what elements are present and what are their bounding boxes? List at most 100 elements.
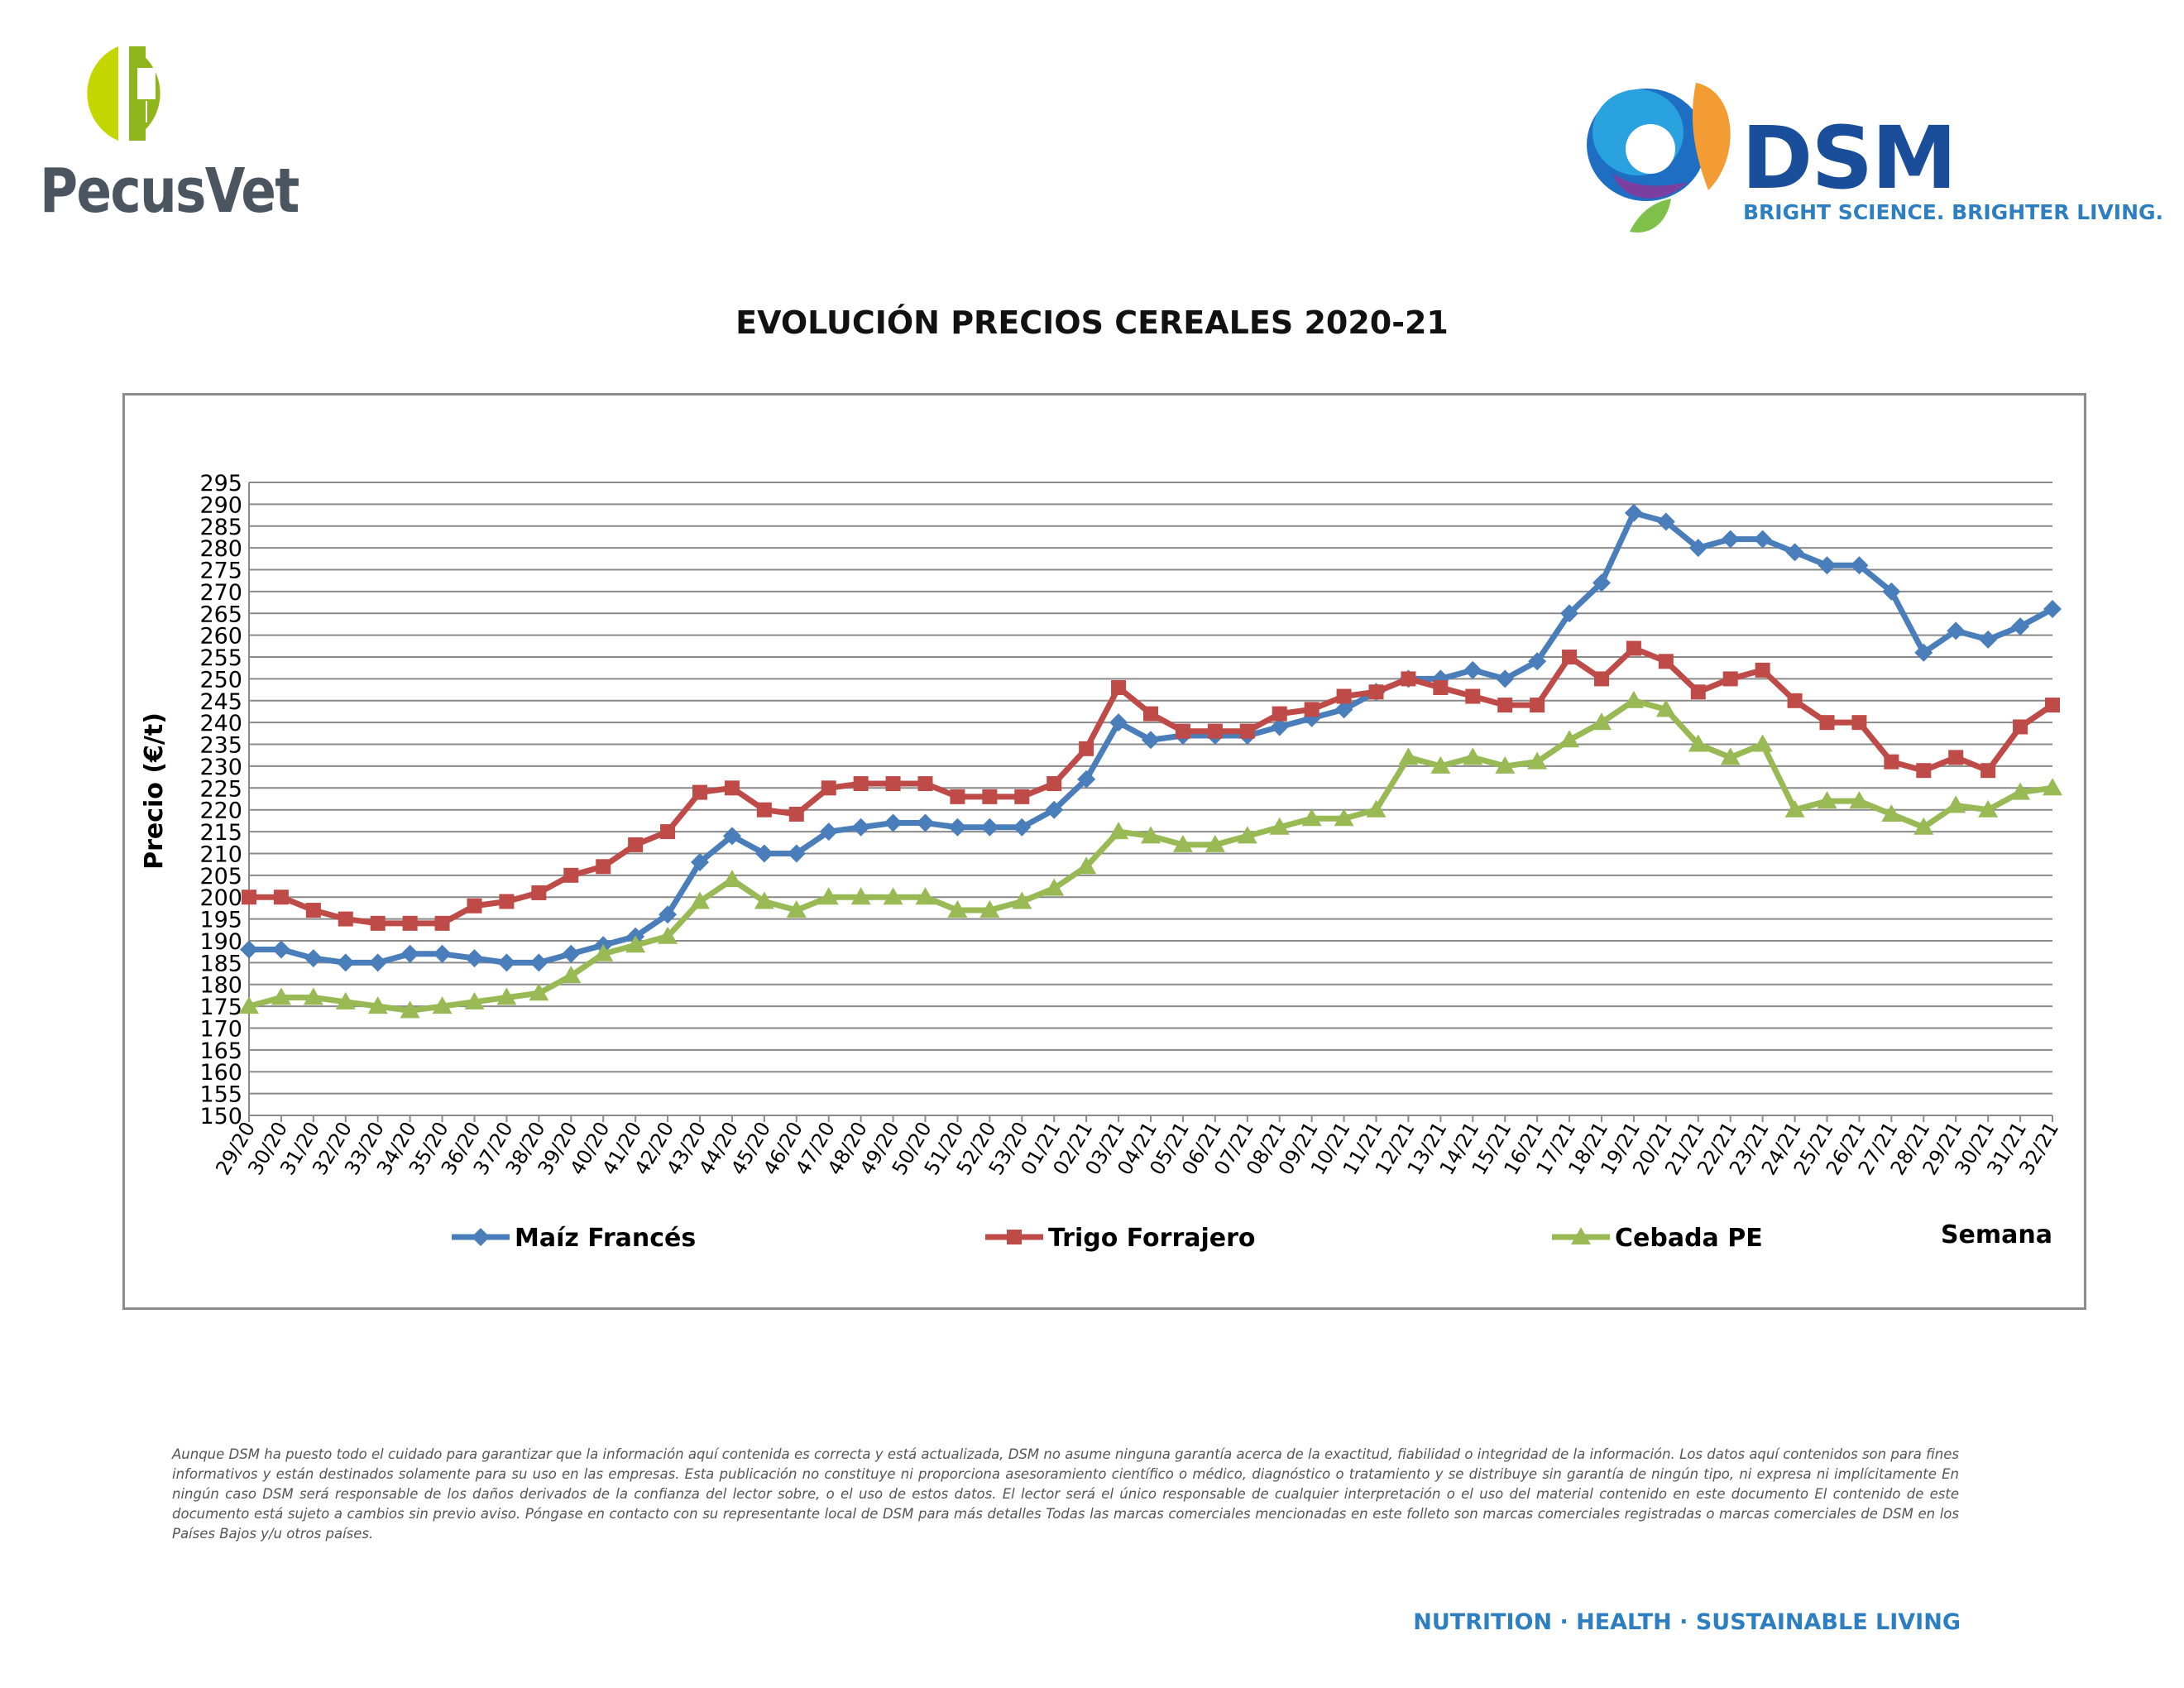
y-tick-label: 180 bbox=[199, 973, 242, 999]
data-point bbox=[1530, 698, 1545, 713]
data-point bbox=[1655, 699, 1676, 717]
data-point bbox=[1721, 530, 1740, 549]
data-point bbox=[658, 926, 678, 944]
data-point bbox=[1560, 604, 1579, 623]
data-point bbox=[1012, 891, 1032, 909]
data-point bbox=[1914, 643, 1933, 662]
data-point bbox=[305, 903, 321, 918]
data-point bbox=[1722, 671, 1738, 687]
data-point bbox=[1562, 650, 1578, 665]
data-point bbox=[1142, 731, 1160, 750]
data-point bbox=[1787, 693, 1803, 708]
data-point bbox=[496, 987, 517, 1005]
dsm-logo-icon bbox=[1587, 83, 1731, 233]
data-point bbox=[1882, 582, 1901, 601]
data-point bbox=[1623, 690, 1644, 708]
data-point bbox=[1172, 834, 1193, 852]
data-point bbox=[2045, 698, 2060, 713]
data-point bbox=[1079, 741, 1094, 756]
series-group bbox=[239, 503, 2062, 1019]
data-point bbox=[884, 813, 903, 832]
data-point bbox=[1109, 713, 1128, 732]
data-point bbox=[754, 891, 774, 909]
y-tick-label: 250 bbox=[199, 667, 242, 693]
data-point bbox=[1817, 791, 1837, 809]
data-point bbox=[821, 780, 836, 796]
y-tick-label: 235 bbox=[199, 733, 242, 759]
y-tick-label: 240 bbox=[199, 711, 242, 736]
data-point bbox=[1752, 734, 1773, 752]
data-point bbox=[2011, 617, 2030, 636]
data-point bbox=[1463, 660, 1482, 679]
data-point bbox=[531, 885, 547, 900]
data-point bbox=[1979, 630, 1998, 649]
data-point bbox=[1205, 834, 1225, 852]
data-point bbox=[1013, 818, 1032, 837]
y-tick-label: 280 bbox=[199, 536, 242, 562]
dsm-logo-name: DSM bbox=[1741, 108, 1957, 209]
data-point bbox=[271, 940, 290, 959]
data-point bbox=[1884, 754, 1899, 770]
data-point bbox=[660, 824, 676, 840]
data-point bbox=[467, 898, 482, 914]
y-tick-label: 165 bbox=[199, 1038, 242, 1064]
data-point bbox=[1594, 671, 1609, 687]
data-point bbox=[1044, 878, 1065, 896]
data-point bbox=[1431, 669, 1450, 688]
y-tick-label: 170 bbox=[199, 1016, 242, 1042]
series-2 bbox=[239, 690, 2062, 1019]
data-point bbox=[1401, 671, 1416, 687]
pecusvet-logo-icon bbox=[87, 46, 160, 141]
data-point bbox=[1237, 826, 1257, 844]
data-point bbox=[1143, 706, 1158, 722]
data-point bbox=[1270, 717, 1289, 736]
data-point bbox=[2043, 600, 2062, 618]
data-point bbox=[242, 890, 256, 905]
data-point bbox=[659, 905, 678, 924]
data-point bbox=[788, 806, 804, 822]
data-point bbox=[367, 996, 388, 1014]
legend-swatch-marker bbox=[1571, 1227, 1591, 1244]
data-point bbox=[1141, 826, 1161, 844]
data-point bbox=[1014, 789, 1030, 804]
gridlines bbox=[249, 482, 2052, 1116]
y-tick-label: 260 bbox=[199, 624, 242, 650]
data-point bbox=[2010, 782, 2031, 800]
y-tick-label: 210 bbox=[199, 842, 242, 867]
data-point bbox=[721, 870, 742, 888]
y-tick-label: 195 bbox=[199, 908, 242, 933]
data-point bbox=[1527, 751, 1548, 770]
data-point bbox=[1272, 706, 1287, 722]
data-point bbox=[529, 983, 549, 1001]
data-point bbox=[400, 944, 419, 963]
data-point bbox=[917, 776, 933, 792]
y-tick-label: 205 bbox=[199, 864, 242, 890]
y-tick-label: 225 bbox=[199, 776, 242, 802]
data-point bbox=[979, 900, 1000, 918]
data-point bbox=[561, 966, 582, 984]
y-tick-label: 245 bbox=[199, 689, 242, 715]
data-point bbox=[1785, 543, 1804, 562]
data-point bbox=[1046, 776, 1062, 792]
data-point bbox=[948, 818, 967, 837]
y-tick-label: 290 bbox=[199, 492, 242, 518]
data-point bbox=[499, 894, 515, 909]
y-tick-label: 230 bbox=[199, 755, 242, 780]
data-point bbox=[786, 900, 807, 918]
data-point bbox=[1045, 800, 1064, 819]
data-point bbox=[1948, 750, 1964, 765]
data-point bbox=[400, 1000, 420, 1019]
y-tick-label: 255 bbox=[199, 645, 242, 671]
data-point bbox=[1239, 723, 1255, 739]
data-point bbox=[1978, 799, 1999, 818]
data-point bbox=[338, 911, 353, 927]
y-tick-label: 220 bbox=[199, 798, 242, 824]
data-point bbox=[368, 953, 387, 972]
legend-entry: Cebada PE bbox=[1552, 1224, 1763, 1253]
data-point bbox=[850, 887, 871, 905]
chart-frame: 150 155 160 165 170 175 180 185 190 195 200 205 210 2… bbox=[122, 393, 2086, 1310]
data-point bbox=[529, 953, 548, 972]
data-point bbox=[1850, 556, 1869, 575]
disclaimer-text: Aunque DSM ha puesto todo el cuidado par… bbox=[172, 1446, 1959, 1542]
data-point bbox=[625, 935, 646, 953]
